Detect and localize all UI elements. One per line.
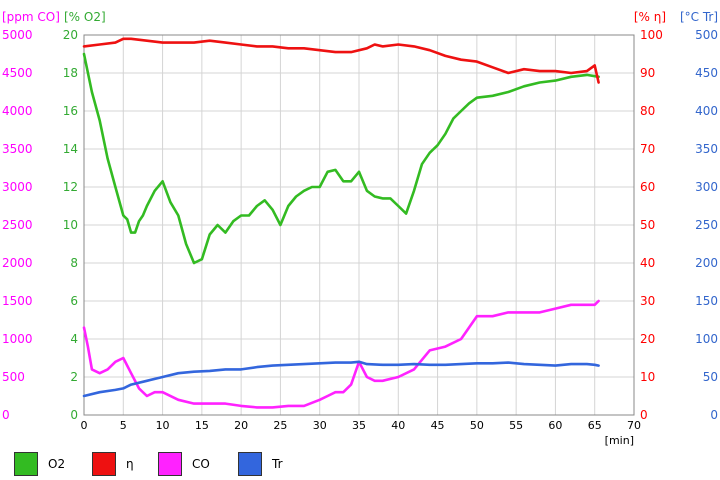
co-tick-label: 3500	[2, 142, 33, 156]
legend-item-tr: Tr	[238, 452, 283, 476]
x-tick-label: 15	[195, 419, 209, 432]
eta-tick-label: 70	[640, 142, 655, 156]
x-tick-label: 0	[81, 419, 88, 432]
x-unit-label: [min]	[605, 434, 634, 447]
tr-tick-label: 450	[695, 66, 718, 80]
x-tick-label: 25	[273, 419, 287, 432]
tr-tick-label: 50	[703, 370, 718, 384]
co-tick-label: 2000	[2, 256, 33, 270]
co-tick-label: 1000	[2, 332, 33, 346]
legend-swatch-co	[158, 452, 182, 476]
series-line-o2	[82, 52, 600, 265]
chart: 0 5 10 15 20 25 30 35 40 45 50 55 60 65 70[min]0500100…	[2, 10, 718, 447]
co-tick-label: 500	[2, 370, 25, 384]
o2-tick-label: 14	[63, 142, 78, 156]
series-line-tr	[82, 360, 600, 398]
legend: O2 η CO Tr	[0, 452, 720, 480]
eta-tick-label: 50	[640, 218, 655, 232]
co-tick-label: 1500	[2, 294, 33, 308]
eta-tick-label: 90	[640, 66, 655, 80]
eta-tick-label: 20	[640, 332, 655, 346]
x-tick-label: 40	[391, 419, 405, 432]
co-axis-title: [ppm CO]	[2, 10, 60, 24]
legend-item-o2: O2	[14, 452, 65, 476]
o2-tick-label: 2	[70, 370, 78, 384]
o2-tick-label: 0	[70, 408, 78, 422]
x-tick-label: 50	[470, 419, 484, 432]
x-tick-label: 45	[431, 419, 445, 432]
series-lines	[82, 37, 600, 409]
tr-tick-label: 0	[710, 408, 718, 422]
eta-tick-label: 30	[640, 294, 655, 308]
o2-tick-label: 6	[70, 294, 78, 308]
x-tick-label: 10	[156, 419, 170, 432]
x-tick-label: 55	[509, 419, 523, 432]
tr-tick-label: 200	[695, 256, 718, 270]
legend-swatch-eta	[92, 452, 116, 476]
tr-tick-label: 250	[695, 218, 718, 232]
o2-tick-label: 8	[70, 256, 78, 270]
legend-item-co: CO	[158, 452, 210, 476]
tr-axis-title: [°C Tr]	[680, 10, 718, 24]
series-line-co	[82, 299, 600, 409]
co-tick-label: 2500	[2, 218, 33, 232]
legend-label-tr: Tr	[272, 457, 283, 471]
tr-tick-label: 300	[695, 180, 718, 194]
o2-axis-title: [% O2]	[64, 10, 106, 24]
series-line-eta	[82, 37, 600, 84]
eta-axis-title: [% η]	[634, 10, 666, 24]
o2-tick-label: 18	[63, 66, 78, 80]
legend-swatch-o2	[14, 452, 38, 476]
plot-border	[83, 34, 635, 416]
tr-tick-label: 400	[695, 104, 718, 118]
legend-label-o2: O2	[48, 457, 66, 471]
x-tick-label: 30	[313, 419, 327, 432]
x-tick-label: 60	[548, 419, 562, 432]
eta-tick-label: 40	[640, 256, 655, 270]
tr-tick-label: 500	[695, 28, 718, 42]
x-tick-label: 20	[234, 419, 248, 432]
eta-tick-label: 10	[640, 370, 655, 384]
eta-tick-label: 0	[640, 408, 648, 422]
o2-tick-label: 20	[63, 28, 78, 42]
o2-tick-label: 12	[63, 180, 78, 194]
co-tick-label: 4000	[2, 104, 33, 118]
co-tick-label: 4500	[2, 66, 33, 80]
eta-tick-label: 100	[640, 28, 663, 42]
eta-tick-label: 60	[640, 180, 655, 194]
x-tick-label: 70	[627, 419, 641, 432]
plot-frame	[83, 34, 635, 416]
x-tick-label: 65	[588, 419, 602, 432]
legend-label-eta: η	[126, 457, 134, 471]
co-tick-label: 0	[2, 408, 10, 422]
tr-tick-label: 150	[695, 294, 718, 308]
o2-tick-label: 10	[63, 218, 78, 232]
x-tick-label: 5	[120, 419, 127, 432]
tr-tick-label: 100	[695, 332, 718, 346]
eta-tick-label: 80	[640, 104, 655, 118]
co-tick-label: 5000	[2, 28, 33, 42]
x-tick-label: 35	[352, 419, 366, 432]
o2-tick-label: 4	[70, 332, 78, 346]
co-tick-label: 3000	[2, 180, 33, 194]
legend-label-co: CO	[192, 457, 210, 471]
legend-item-eta: η	[92, 452, 134, 476]
tick-labels: 0 5 10 15 20 25 30 35 40 45 50 55 60 65 70[min]0500100…	[2, 10, 718, 447]
tr-tick-label: 350	[695, 142, 718, 156]
legend-swatch-tr	[238, 452, 262, 476]
o2-tick-label: 16	[63, 104, 78, 118]
